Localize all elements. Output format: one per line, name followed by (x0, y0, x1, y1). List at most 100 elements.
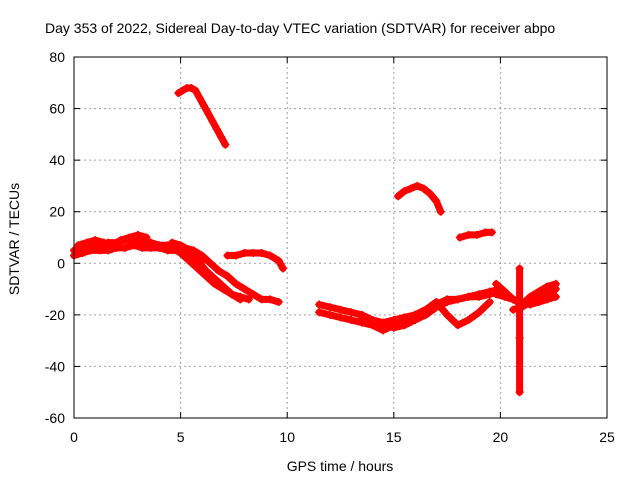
data-point (464, 292, 473, 301)
data-point (551, 292, 560, 301)
data-point (210, 279, 219, 288)
data-point (204, 109, 213, 118)
data-point (487, 228, 496, 237)
x-tick-label: 25 (599, 429, 615, 445)
data-point (406, 184, 415, 193)
x-tick-label: 5 (177, 429, 185, 445)
data-point (142, 233, 151, 242)
data-point (475, 290, 484, 299)
data-point (236, 292, 245, 301)
data-point (515, 334, 524, 343)
data-point (492, 279, 501, 288)
data-point (214, 267, 223, 276)
data-point (274, 256, 283, 265)
chart-title: Day 353 of 2022, Sidereal Day-to-day VTE… (45, 20, 555, 36)
series-arc-6 (180, 243, 283, 306)
data-point (219, 285, 228, 294)
data-point (411, 310, 420, 319)
data-point (133, 230, 142, 239)
data-point (82, 238, 91, 247)
data-point (195, 94, 204, 103)
data-point (206, 259, 215, 268)
data-point (129, 241, 138, 250)
data-point (116, 236, 125, 245)
data-point (336, 313, 345, 322)
data-point (208, 117, 217, 126)
data-point (138, 243, 147, 252)
data-point (227, 290, 236, 299)
data-point (389, 316, 398, 325)
data-point (266, 295, 275, 304)
data-point (200, 101, 209, 110)
data-point (187, 83, 196, 92)
data-point (104, 246, 113, 255)
data-point (146, 243, 155, 252)
series-arc-13 (455, 228, 496, 242)
data-point (426, 189, 435, 198)
data-point (189, 246, 198, 255)
data-point (202, 272, 211, 281)
data-point (125, 233, 134, 242)
data-point (509, 305, 518, 314)
data-point (278, 264, 287, 273)
data-point (212, 125, 221, 134)
data-point (191, 86, 200, 95)
data-point (472, 230, 481, 239)
series-arc-5 (168, 243, 253, 304)
data-point (475, 308, 484, 317)
data-point (347, 316, 356, 325)
plot-frame (73, 56, 608, 419)
data-point (509, 295, 518, 304)
data-point (515, 264, 524, 273)
data-point (394, 192, 403, 201)
data-point (87, 246, 96, 255)
data-point (526, 297, 535, 306)
data-point (232, 279, 241, 288)
data-point (436, 207, 445, 216)
data-point (379, 318, 388, 327)
data-point (174, 89, 183, 98)
x-tick-label: 0 (70, 429, 78, 445)
data-point (492, 290, 501, 299)
data-point (357, 313, 366, 322)
data-point (74, 241, 83, 250)
data-point (515, 388, 524, 397)
data-point (464, 316, 473, 325)
data-point (78, 248, 87, 257)
x-axis-label: GPS time / hours (287, 458, 394, 474)
data-point (180, 243, 189, 252)
data-point (543, 290, 552, 299)
data-point (443, 295, 452, 304)
data-point (168, 243, 177, 252)
data-point (95, 246, 104, 255)
data-point (176, 248, 185, 257)
data-point (217, 132, 226, 141)
data-point (336, 305, 345, 314)
data-point (551, 285, 560, 294)
data-point (432, 297, 441, 306)
y-tick-label: -20 (45, 307, 65, 323)
data-point (240, 285, 249, 294)
data-point (266, 251, 275, 260)
x-tick-label: 10 (279, 429, 295, 445)
y-tick-label: -40 (45, 358, 65, 374)
series-outliers (515, 264, 524, 397)
x-tick-label: 15 (386, 429, 402, 445)
grid (74, 57, 607, 418)
data-point (485, 297, 494, 306)
data-point (325, 310, 334, 319)
data-point (455, 233, 464, 242)
series-arc-8 (223, 248, 287, 273)
data-point (432, 197, 441, 206)
data-point (223, 251, 232, 260)
y-axis-label: SDTVAR / TECUs (6, 183, 22, 295)
y-tick-label: 60 (49, 101, 65, 117)
data-point (244, 295, 253, 304)
data-point (453, 295, 462, 304)
data-point (453, 321, 462, 330)
data-point (464, 230, 473, 239)
plot-border (73, 56, 608, 419)
data-point (315, 308, 324, 317)
data-point (99, 238, 108, 247)
